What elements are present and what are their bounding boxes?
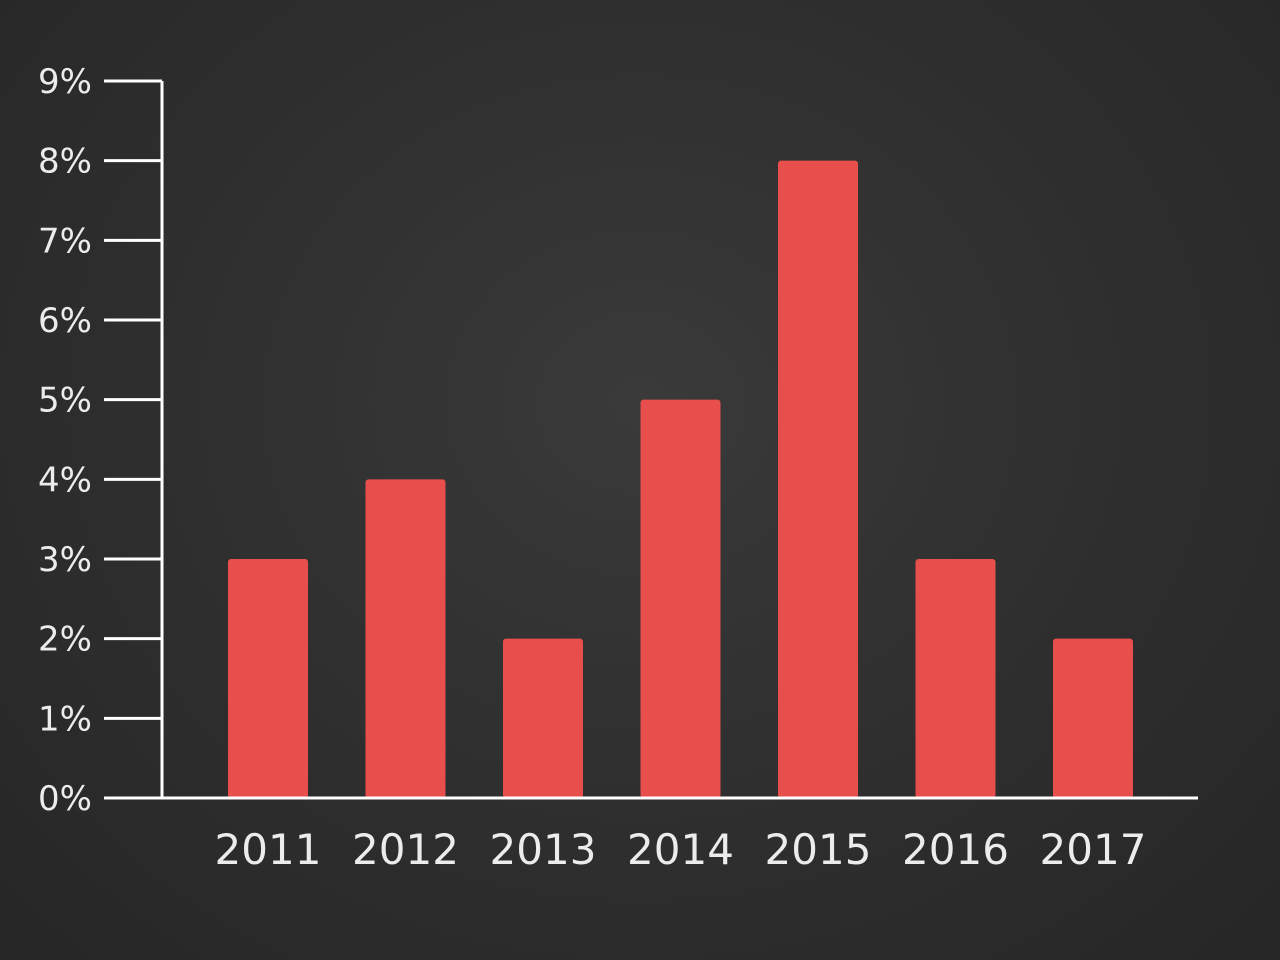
x-category-label: 2012 <box>352 825 459 874</box>
y-tick-label: 0% <box>38 779 92 819</box>
bar-2012 <box>365 479 446 798</box>
y-tick-label: 1% <box>38 699 92 739</box>
x-category-label: 2015 <box>765 825 872 874</box>
y-tick-label: 6% <box>38 301 92 341</box>
bar-2015 <box>778 160 858 798</box>
y-tick-label: 5% <box>38 381 92 421</box>
x-category-label: 2014 <box>627 825 734 874</box>
x-category-label: 2017 <box>1040 825 1147 874</box>
bar-2016 <box>915 559 996 798</box>
y-tick-label: 8% <box>38 142 92 182</box>
bars-layer <box>228 160 1133 798</box>
x-category-label: 2011 <box>215 825 322 874</box>
y-ticks-layer: 0% 1% 2% 3% 4% 5% 6% 7% 8% 9% <box>38 62 162 819</box>
bar-2011 <box>228 559 308 798</box>
y-tick-label: 3% <box>38 540 92 580</box>
y-tick-label: 7% <box>38 221 92 261</box>
x-category-label: 2013 <box>490 825 597 874</box>
y-tick-label: 4% <box>38 460 92 500</box>
bar-2013 <box>503 638 583 798</box>
x-category-label: 2016 <box>902 825 1009 874</box>
axes-layer <box>104 81 1198 800</box>
bar-2017 <box>1053 638 1133 798</box>
bar-2014 <box>640 399 721 798</box>
y-tick-label: 9% <box>38 62 92 102</box>
y-tick-label: 2% <box>38 620 92 660</box>
x-labels-layer: 2011 2012 2013 2014 2015 2016 2017 <box>215 825 1147 874</box>
